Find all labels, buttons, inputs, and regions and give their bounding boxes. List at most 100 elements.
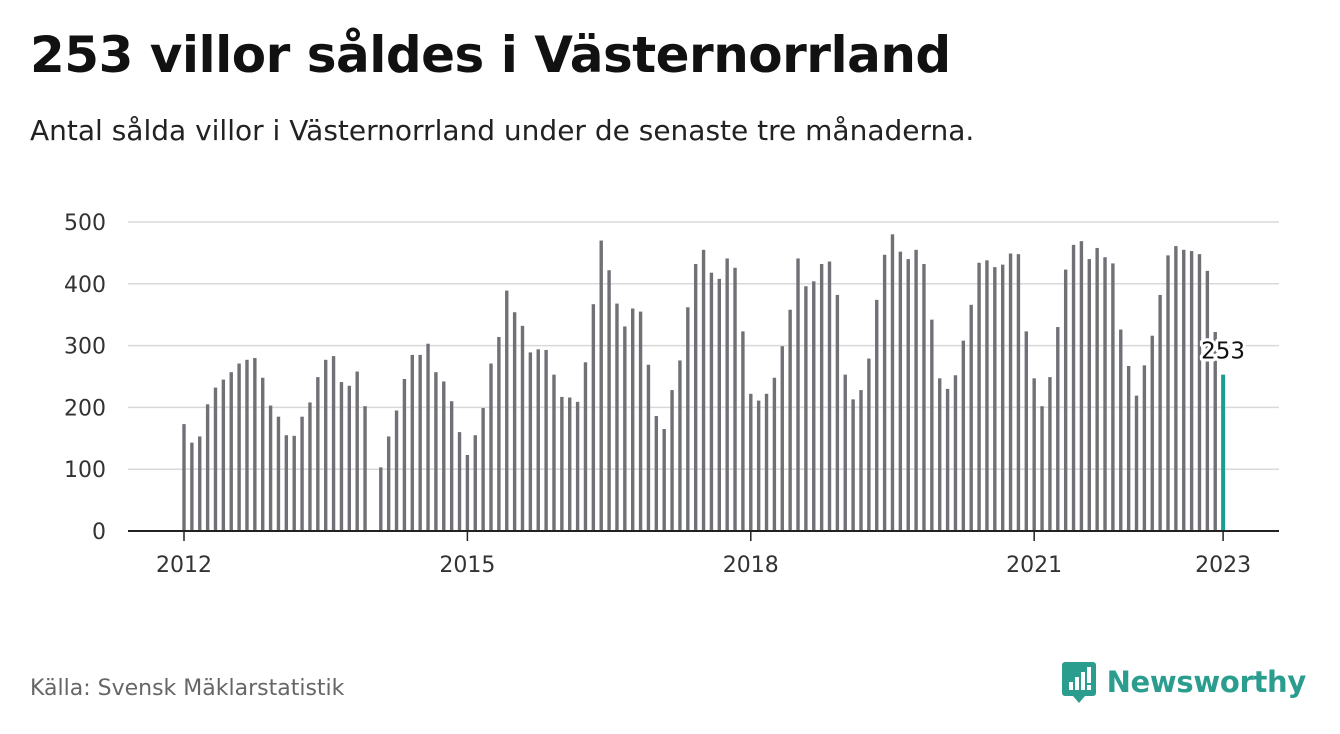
bar <box>426 343 430 531</box>
bar <box>245 359 249 531</box>
bar <box>560 396 564 531</box>
x-tick-label: 2015 <box>439 553 495 578</box>
bar <box>701 249 706 531</box>
bar <box>843 374 847 531</box>
bar <box>237 363 241 531</box>
bar <box>402 378 407 531</box>
bar <box>631 308 635 531</box>
bar <box>906 259 910 531</box>
x-tick-label: 2021 <box>1006 553 1062 578</box>
bar <box>568 397 572 531</box>
bar <box>662 429 666 531</box>
bar <box>505 290 509 531</box>
bar <box>819 264 824 531</box>
bar <box>1016 254 1021 532</box>
bar <box>930 319 934 531</box>
bar <box>827 261 832 531</box>
bar <box>1142 365 1147 531</box>
bar <box>772 377 777 531</box>
bar <box>922 264 926 531</box>
bar <box>331 356 336 531</box>
bar <box>646 364 651 531</box>
bar <box>394 410 399 531</box>
bar <box>1111 263 1115 531</box>
bar <box>985 260 989 531</box>
bar <box>788 309 792 531</box>
bar <box>1158 294 1162 531</box>
bar <box>276 416 281 531</box>
bar <box>890 234 895 532</box>
bar <box>512 312 517 531</box>
bar <box>867 358 871 531</box>
bar <box>638 311 643 531</box>
bar <box>670 390 674 531</box>
annotations: 253 <box>1198 336 1248 368</box>
bar <box>308 402 312 531</box>
bar <box>253 357 257 531</box>
bar <box>473 435 477 531</box>
bar <box>261 377 265 531</box>
bar <box>969 304 973 531</box>
bar <box>741 331 745 531</box>
bar <box>961 340 966 531</box>
bar <box>733 267 737 531</box>
bar <box>859 390 863 531</box>
bar <box>1087 259 1091 531</box>
y-tick-label: 300 <box>64 335 106 360</box>
bar <box>756 400 761 531</box>
bar <box>481 408 485 531</box>
bar <box>198 436 202 531</box>
y-tick-label: 100 <box>64 458 106 483</box>
y-tick-label: 0 <box>92 520 106 545</box>
bar <box>544 349 548 531</box>
bar <box>993 267 997 531</box>
bar <box>190 442 194 531</box>
bar-highlight <box>1221 374 1226 531</box>
x-tick-label: 2012 <box>156 553 212 578</box>
bar <box>442 381 446 531</box>
bar <box>410 354 414 531</box>
bar <box>1205 270 1210 531</box>
bar <box>1134 395 1139 531</box>
bar <box>363 406 367 531</box>
bar <box>749 393 753 531</box>
bar <box>182 424 186 531</box>
bar <box>316 377 320 531</box>
bar <box>1182 249 1186 531</box>
bar <box>457 432 462 531</box>
bar <box>552 374 556 531</box>
bar <box>851 399 855 531</box>
bar <box>1063 269 1068 531</box>
bar <box>434 372 438 531</box>
bar <box>520 325 525 531</box>
y-tick-label: 400 <box>64 273 106 298</box>
bar <box>268 405 273 531</box>
latest-value-label: 253 <box>1201 339 1245 365</box>
bar <box>221 379 226 531</box>
bar <box>1150 335 1154 531</box>
bar <box>1174 246 1178 531</box>
bar <box>591 304 596 531</box>
bar <box>1189 251 1194 531</box>
bar <box>1056 327 1060 531</box>
bar <box>945 388 950 531</box>
newsworthy-logo-icon <box>1061 662 1096 703</box>
bar <box>1000 264 1005 531</box>
bar <box>953 375 958 531</box>
bar <box>835 294 840 531</box>
bar <box>449 401 454 531</box>
bar <box>898 251 903 531</box>
bar <box>725 258 729 531</box>
bar <box>1008 253 1013 531</box>
bar <box>497 336 501 531</box>
bar <box>575 401 580 531</box>
bar <box>418 354 422 531</box>
bar <box>1126 365 1131 531</box>
bars <box>182 234 1226 532</box>
bar <box>599 240 603 531</box>
bar <box>339 382 344 531</box>
brand-name: Newsworthy <box>1106 665 1307 699</box>
bar <box>693 264 698 531</box>
bar <box>938 378 942 531</box>
bar <box>205 404 210 531</box>
